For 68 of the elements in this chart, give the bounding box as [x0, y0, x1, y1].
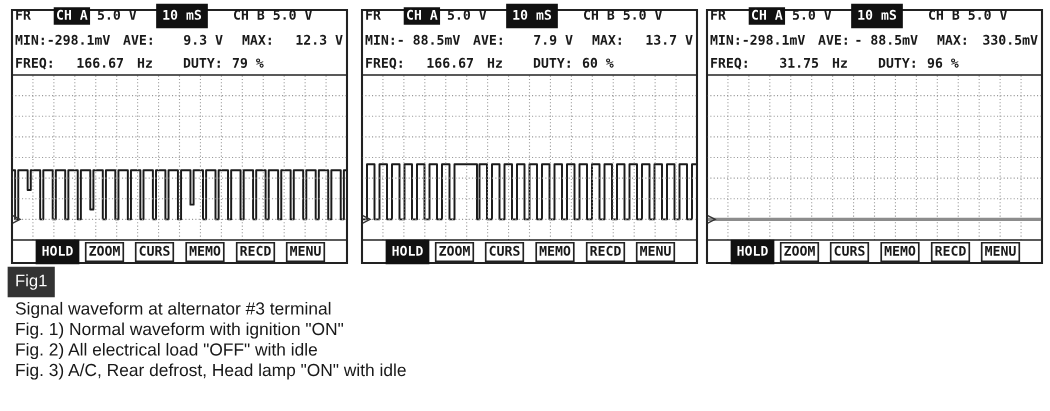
caption: Fig. 2) All electrical load "OFF" with idle	[16, 342, 317, 360]
text: MEMO	[539, 245, 571, 256]
text: 31.75	[780, 57, 819, 68]
text: AVE:	[818, 35, 847, 45]
text: 96 %	[927, 57, 959, 68]
text: 330.5mV	[983, 34, 1038, 45]
text: MEMO	[884, 245, 916, 256]
text: CH A	[406, 9, 438, 20]
text: MAX:	[937, 35, 966, 45]
text: 12.3 V	[296, 34, 343, 45]
text: HOLD	[42, 245, 73, 256]
text: FREQ:	[16, 57, 52, 70]
text: 5.0 V	[97, 9, 137, 20]
text: MIN:-298.1mV	[15, 34, 110, 45]
text: 79 %	[232, 57, 264, 68]
text: ZOOM	[439, 245, 470, 256]
text: FR	[16, 10, 31, 20]
text: MENU	[640, 246, 671, 256]
text: MENU	[290, 246, 321, 256]
text: 10 mS	[163, 9, 202, 20]
text: CURS	[834, 245, 865, 256]
text: HOLD	[737, 245, 768, 256]
text: MAX:	[242, 35, 271, 45]
text: CH B 5.0 V	[233, 9, 313, 20]
text: MAX:	[592, 35, 621, 45]
caption: Fig. 1) Normal waveform with ignition "ON"	[16, 322, 344, 339]
text: CH A	[751, 9, 783, 20]
text: - 88.5mV	[856, 34, 918, 45]
text: FR	[366, 10, 381, 20]
text: RECD	[935, 245, 966, 256]
text: RECD	[590, 245, 621, 256]
text: AVE:	[473, 35, 502, 45]
text: 10 mS	[513, 9, 552, 20]
text: AVE:	[123, 35, 152, 45]
text: 10 mS	[858, 9, 897, 20]
text: DUTY:	[183, 58, 220, 68]
text: HOLD	[392, 245, 423, 256]
text: CURS	[139, 245, 170, 256]
text: CH A	[56, 9, 88, 20]
text: RECD	[240, 245, 271, 256]
text: Fig1	[16, 274, 47, 290]
text: MENU	[985, 246, 1016, 256]
text: Hz	[832, 58, 847, 68]
text: 60 %	[582, 57, 614, 68]
text: DUTY:	[878, 58, 915, 68]
text: 9.3 V	[184, 34, 223, 45]
text: FREQ:	[711, 57, 747, 70]
text: 5.0 V	[792, 9, 832, 20]
text: CH B 5.0 V	[928, 9, 1008, 20]
text: 5.0 V	[447, 9, 487, 20]
text: 166.67	[77, 57, 124, 68]
text: 13.7 V	[646, 34, 693, 45]
text: ZOOM	[89, 245, 120, 256]
text: DUTY:	[533, 58, 570, 68]
text: MIN:-298.1mV	[710, 34, 805, 45]
text: MEMO	[189, 245, 221, 256]
text: FR	[711, 10, 726, 20]
text: MIN:- 88.5mV	[365, 34, 460, 45]
text: 166.67	[427, 57, 474, 68]
text: FREQ:	[366, 57, 402, 70]
text: CURS	[489, 245, 520, 256]
text: ZOOM	[784, 245, 815, 256]
text: 7.9 V	[534, 34, 573, 45]
text: CH B 5.0 V	[583, 9, 663, 20]
caption: Fig. 3) A/C, Rear defrost, Head lamp "ON" with idle	[16, 363, 406, 380]
text: Hz	[487, 58, 502, 68]
text: Signal waveform at alternator #3 terminal	[15, 301, 331, 319]
text: Hz	[137, 58, 152, 68]
